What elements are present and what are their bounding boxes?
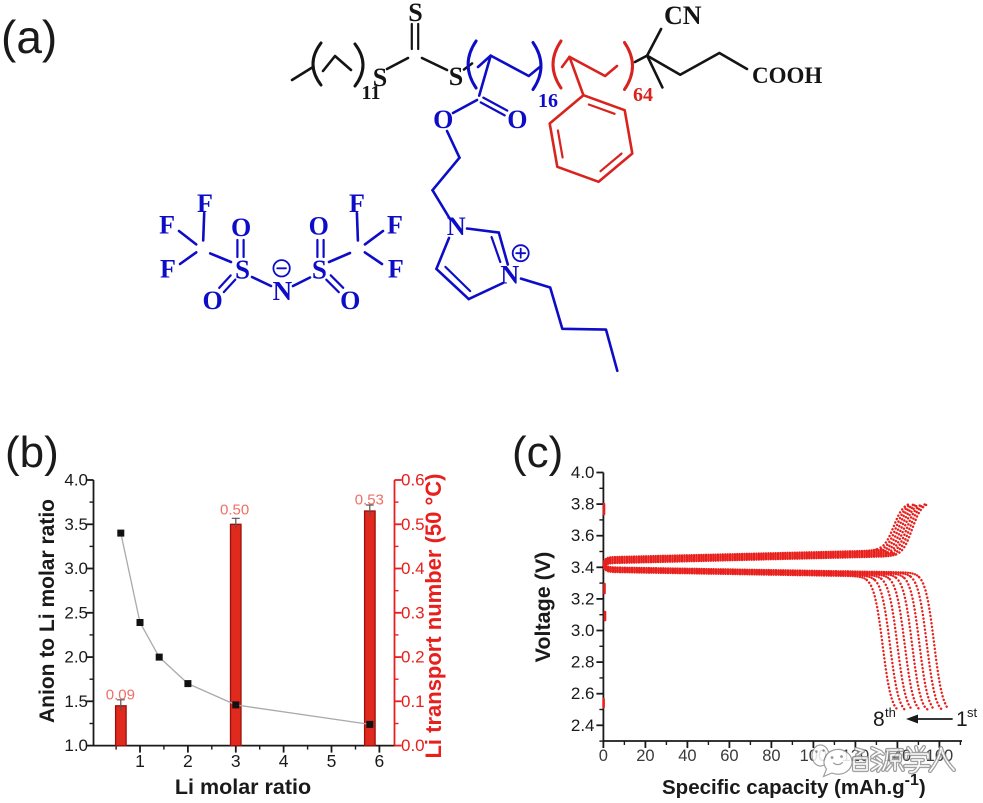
svg-text:S: S [408,0,422,27]
svg-text:1: 1 [135,751,145,771]
svg-text:0.50: 0.50 [220,502,249,519]
svg-text:2.8: 2.8 [571,653,595,672]
svg-text:1.0: 1.0 [64,736,88,755]
svg-text:0.3: 0.3 [401,603,425,622]
svg-text:6: 6 [375,751,385,771]
svg-text:O: O [231,213,251,242]
svg-text:O: O [309,212,329,241]
svg-text:0.2: 0.2 [401,648,425,667]
svg-text:N: N [500,260,519,289]
svg-text:2.0: 2.0 [64,648,88,667]
svg-text:0.09: 0.09 [106,687,135,704]
svg-text:N: N [273,276,293,306]
svg-text:5: 5 [327,751,337,771]
svg-text:3: 3 [231,751,241,771]
svg-text:80: 80 [762,747,780,765]
svg-text:O: O [507,105,527,134]
svg-text:S: S [312,255,327,285]
svg-text:4: 4 [279,751,289,771]
svg-text:60: 60 [720,747,738,765]
svg-text:3.8: 3.8 [571,495,595,514]
svg-text:3.5: 3.5 [64,515,88,534]
svg-text:0.4: 0.4 [401,559,425,578]
svg-text:N: N [447,212,466,241]
svg-text:F: F [349,189,365,218]
svg-text:S: S [373,63,387,92]
svg-text:Li transport number (50 °C): Li transport number (50 °C) [421,473,446,758]
svg-text:64: 64 [633,84,653,106]
svg-text:F: F [159,211,175,240]
svg-text:(b): (b) [5,428,59,477]
svg-text:O: O [202,286,222,315]
svg-text:2.4: 2.4 [571,716,595,735]
svg-text:O: O [433,105,453,134]
svg-text:0.53: 0.53 [355,492,384,509]
svg-text:S: S [449,62,463,91]
svg-text:2.5: 2.5 [64,603,88,622]
svg-text:2.6: 2.6 [571,684,595,703]
svg-text:(c): (c) [512,428,563,477]
svg-text:O: O [340,286,360,315]
svg-text:Li molar ratio: Li molar ratio [175,775,311,799]
svg-text:F: F [197,189,213,218]
svg-text:3.0: 3.0 [571,621,595,640]
svg-text:COOH: COOH [752,63,822,88]
svg-text:3.4: 3.4 [571,558,595,577]
svg-text:3.0: 3.0 [64,559,88,578]
svg-text:Anion to Li molar ratio: Anion to Li molar ratio [36,499,59,723]
svg-text:40: 40 [678,747,696,765]
svg-text:0: 0 [599,747,608,765]
svg-text:0.6: 0.6 [401,471,425,490]
svg-text:Voltage (V): Voltage (V) [531,552,555,663]
svg-text:4.0: 4.0 [64,471,88,490]
svg-text:8: 8 [873,708,885,731]
svg-text:Specific capacity (mAh.g-1): Specific capacity (mAh.g-1) [662,772,926,799]
svg-text:4.0: 4.0 [571,463,595,482]
svg-text:3.2: 3.2 [571,589,595,608]
svg-text:CN: CN [664,1,702,30]
svg-text:1.5: 1.5 [64,692,88,711]
svg-text:th: th [885,705,896,720]
svg-text:20: 20 [636,747,654,765]
svg-text:1: 1 [956,708,968,731]
svg-text:0.5: 0.5 [401,515,425,534]
svg-text:F: F [387,211,403,240]
svg-text:(a): (a) [1,11,57,63]
svg-text:0.0: 0.0 [401,736,425,755]
svg-text:2: 2 [183,751,193,771]
svg-text:16: 16 [538,90,558,112]
svg-text:0.1: 0.1 [401,692,425,711]
svg-text:F: F [388,255,404,284]
svg-text:11: 11 [362,82,381,104]
svg-text:S: S [235,255,250,285]
svg-text:3.6: 3.6 [571,526,595,545]
svg-text:st: st [967,705,978,720]
svg-text:F: F [160,255,176,284]
